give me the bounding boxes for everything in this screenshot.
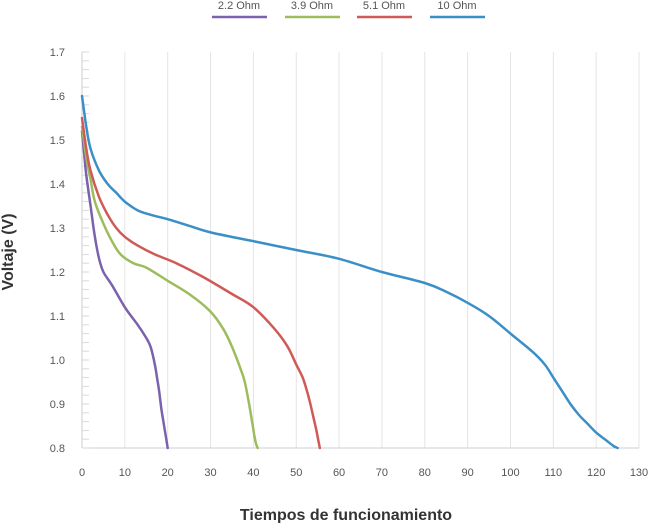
x-tick-label: 50 xyxy=(290,467,302,479)
legend-label-10-ohm: 10 Ohm xyxy=(437,0,476,12)
y-tick-label: 1.4 xyxy=(50,179,65,191)
x-tick-label: 100 xyxy=(501,467,519,479)
legend-label-2-2-ohm: 2.2 Ohm xyxy=(218,0,260,12)
x-tick-label: 30 xyxy=(204,467,216,479)
x-tick-label: 130 xyxy=(630,467,648,479)
y-tick-label: 1.7 xyxy=(50,47,65,59)
y-axis-label: Voltaje (V) xyxy=(0,213,17,290)
x-tick-label: 90 xyxy=(461,467,473,479)
legend: 2.2 Ohm 3.9 Ohm 5.1 Ohm 10 Ohm xyxy=(212,0,485,19)
plot-area xyxy=(80,94,619,450)
legend-label-3-9-ohm: 3.9 Ohm xyxy=(291,0,333,12)
series-line-5-1-ohm xyxy=(80,116,322,450)
legend-label-5-1-ohm: 5.1 Ohm xyxy=(363,0,405,12)
x-tick-label: 10 xyxy=(119,467,131,479)
x-tick-label: 60 xyxy=(333,467,345,479)
series-line-3-9-ohm xyxy=(80,125,259,450)
x-tick-label: 20 xyxy=(162,467,174,479)
x-tick-label: 120 xyxy=(587,467,605,479)
x-tick-label: 40 xyxy=(247,467,259,479)
y-tick-label: 0.8 xyxy=(50,443,65,455)
series-line-2-2-ohm xyxy=(80,129,169,450)
y-tick-label: 1.1 xyxy=(50,311,65,323)
y-tick-label: 1.3 xyxy=(50,223,65,235)
x-tick-label: 0 xyxy=(79,467,85,479)
x-tick-label: 110 xyxy=(545,467,563,479)
x-tick-label: 80 xyxy=(419,467,431,479)
y-tick-label: 1.6 xyxy=(50,91,65,103)
y-tick-label: 1.5 xyxy=(50,135,65,147)
grid xyxy=(124,52,640,448)
axes: 0.8 0.9 1.0 1.1 1.2 1.3 1.4 1.5 1.6 1.7 0 10 20 30 40 5… xyxy=(50,47,648,479)
x-axis-label: Tiempos de funcionamiento xyxy=(240,507,452,523)
series-line-10-ohm xyxy=(80,94,619,450)
y-tick-label: 1.0 xyxy=(50,355,65,367)
y-tick-label: 0.9 xyxy=(50,399,65,411)
y-tick-label: 1.2 xyxy=(50,267,65,279)
x-tick-label: 70 xyxy=(376,467,388,479)
